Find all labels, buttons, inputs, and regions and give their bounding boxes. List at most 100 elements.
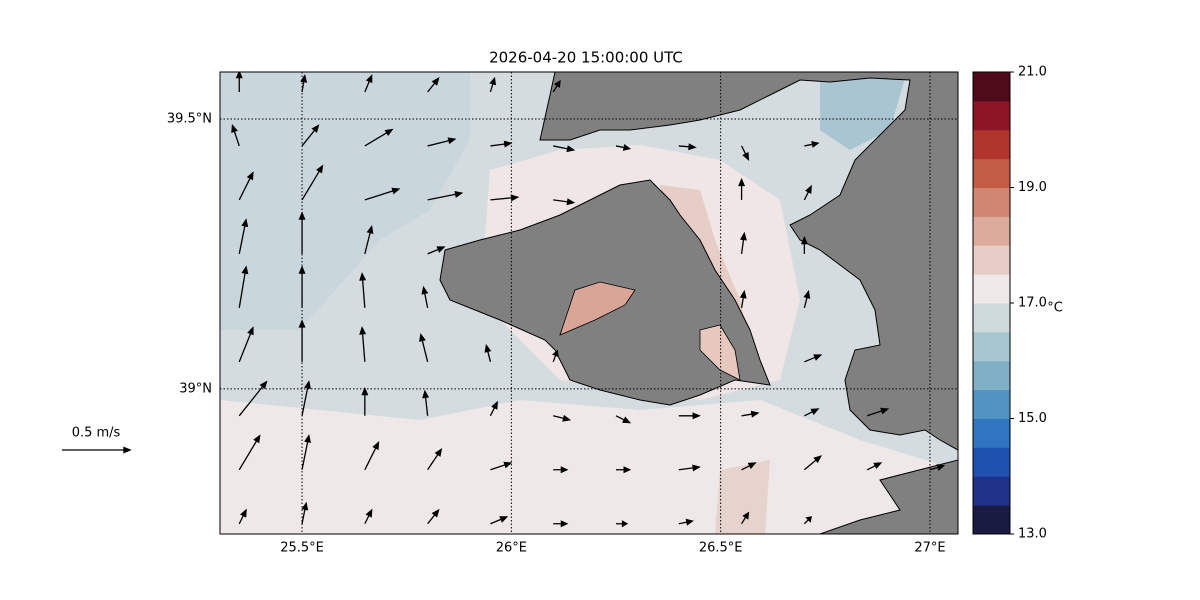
current-arrow (741, 511, 750, 525)
current-arrow (359, 326, 367, 362)
land (819, 459, 958, 534)
colorbar-band (973, 72, 1010, 102)
y-tick-label: 39°N (179, 381, 212, 396)
current-arrow (804, 354, 823, 363)
current-arrow (301, 434, 311, 470)
gulf (559, 281, 636, 336)
current-arrow (364, 74, 373, 93)
current-arrow (364, 441, 380, 471)
y-tick-label: 39.5°N (167, 111, 212, 126)
colorbar-band (973, 303, 1010, 333)
colorbar-tick-label: 15.0 (1018, 411, 1047, 426)
current-arrow (490, 194, 520, 202)
current-arrow (427, 447, 443, 471)
colorbar-band (973, 331, 1010, 362)
current-arrow (298, 211, 306, 254)
current-arrow (615, 144, 632, 151)
quiver-key-arrow (62, 446, 132, 454)
current-arrow (490, 516, 509, 525)
colorbar-band (973, 100, 1010, 131)
current-arrow (929, 464, 946, 471)
current-arrow (553, 466, 569, 474)
current-arrow (616, 520, 629, 528)
x-tick-label: 27°E (914, 541, 945, 556)
current-arrow (804, 408, 820, 417)
colorbar-band (973, 447, 1010, 477)
current-arrow (803, 289, 811, 309)
current-arrow (298, 319, 306, 362)
current-arrow (422, 389, 430, 416)
colorbar-band (973, 274, 1010, 304)
current-arrow (238, 508, 247, 525)
current-arrow (800, 235, 808, 254)
current-arrow (739, 231, 747, 254)
current-arrow (300, 73, 308, 93)
colorbar-tick-label: 21.0 (1018, 65, 1047, 80)
current-arrow (421, 285, 429, 308)
current-arrow (301, 380, 311, 416)
cool-patch (220, 72, 470, 330)
current-arrow (490, 140, 513, 148)
current-arrow (238, 265, 249, 308)
current-arrow (231, 123, 240, 147)
current-arrow (238, 218, 249, 255)
colorbar-band (973, 505, 1010, 535)
current-arrow (301, 164, 324, 201)
current-arrow (741, 462, 757, 471)
current-arrow (803, 455, 822, 471)
current-arrow (678, 143, 697, 151)
current-arrow (866, 407, 890, 417)
current-arrow (238, 434, 261, 471)
current-arrow (803, 184, 812, 201)
current-arrow (615, 415, 632, 424)
current-arrow (678, 464, 701, 472)
current-arrow (678, 412, 701, 420)
current-arrow (238, 171, 254, 201)
warm-patch (715, 460, 770, 534)
vector-field (231, 72, 946, 528)
current-arrow (552, 349, 559, 363)
current-arrow (616, 466, 632, 474)
colorbar-band (973, 418, 1010, 448)
current-arrow (553, 414, 572, 422)
colorbar-tick-label: 17.0 (1018, 296, 1047, 311)
current-arrow (364, 187, 401, 201)
current-arrow (553, 198, 576, 206)
colorbar-band (973, 245, 1010, 275)
current-arrow (361, 386, 369, 416)
map-frame (219, 71, 959, 535)
current-arrow (866, 462, 883, 471)
current-arrow (489, 400, 498, 417)
current-arrow (427, 191, 464, 201)
current-arrow (804, 140, 820, 148)
colorbar-label: °C (1047, 301, 1063, 316)
current-arrow (489, 76, 497, 93)
current-arrow (235, 72, 243, 92)
land (539, 72, 958, 451)
gulf (699, 324, 741, 381)
current-arrow (484, 343, 492, 362)
axis-ticks: 25.5°E 26°E 26.5°E 27°E 39°N 39.5°N (167, 111, 946, 555)
current-arrow (238, 326, 254, 363)
current-arrow (553, 145, 576, 153)
current-arrow (298, 265, 306, 308)
current-arrow (364, 225, 374, 255)
current-arrow (364, 508, 373, 525)
colorbar: 13.0 15.0 17.0 19.0 21.0 (972, 65, 1047, 542)
colorbar-band (973, 216, 1010, 246)
current-arrow (419, 332, 429, 362)
current-arrow (552, 79, 561, 93)
current-arrow (740, 145, 750, 162)
current-arrow (741, 410, 760, 418)
colorbar-band (973, 158, 1010, 188)
current-arrow (238, 380, 268, 417)
current-arrow (427, 246, 446, 255)
current-arrow (301, 124, 320, 147)
warm-patch (220, 400, 958, 534)
map-title: 2026-04-20 15:00:00 UTC (489, 49, 683, 67)
current-arrow (301, 501, 309, 524)
current-arrow (427, 508, 440, 525)
current-arrow (427, 137, 457, 147)
